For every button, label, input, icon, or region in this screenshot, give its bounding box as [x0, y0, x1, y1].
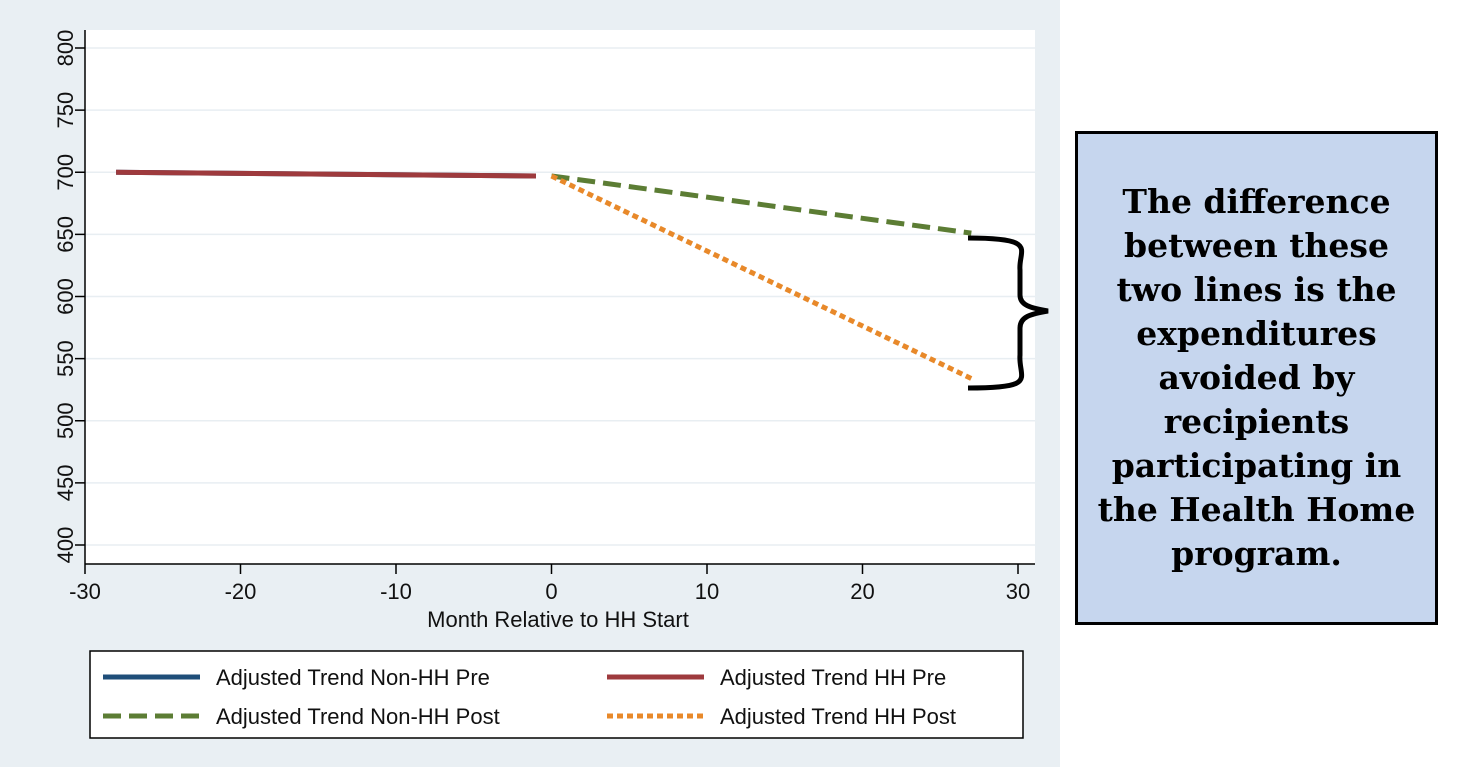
- series-lines: [116, 169, 973, 381]
- y-tick-label: 750: [53, 92, 78, 129]
- legend-label-adjusted-trend-hh-post: Adjusted Trend HH Post: [720, 704, 956, 729]
- legend-box: [89, 650, 1024, 739]
- gridlines: [85, 47, 1035, 546]
- annotation-text: The difference between these two lines i…: [1097, 182, 1416, 573]
- annotation-callout: The difference between these two lines i…: [1075, 131, 1438, 625]
- x-tick-label: 30: [1006, 579, 1030, 604]
- legend-label-adjusted-trend-hh-pre: Adjusted Trend HH Pre: [720, 665, 946, 690]
- y-tick-label: 500: [53, 402, 78, 439]
- axes: 400 450 500 550 600 650 700 750 800 -30 -20 -10 0 10 2…: [53, 30, 1035, 604]
- y-tick-label: 550: [53, 340, 78, 377]
- x-tick-label: -20: [225, 579, 257, 604]
- series-line-adjusted-trend-non-hh-post: [551, 173, 972, 236]
- legend: Adjusted Trend Non-HH Pre Adjusted Trend …: [89, 650, 1024, 739]
- x-tick-label: -30: [69, 579, 101, 604]
- x-tick-label: 20: [850, 579, 874, 604]
- x-tick-label: 0: [545, 579, 557, 604]
- x-tick-label: 10: [695, 579, 719, 604]
- y-tick-label: 450: [53, 465, 78, 502]
- legend-label-adjusted-trend-non-hh-post: Adjusted Trend Non-HH Post: [216, 704, 500, 729]
- x-tick-label: -10: [380, 579, 412, 604]
- y-tick-label: 400: [53, 527, 78, 564]
- x-axis-title: Month Relative to HH Start: [427, 607, 689, 632]
- y-tick-label: 800: [53, 30, 78, 67]
- legend-label-adjusted-trend-non-hh-pre: Adjusted Trend Non-HH Pre: [216, 665, 490, 690]
- series-line-adjusted-trend-hh-post: [550, 173, 973, 381]
- y-tick-label: 700: [53, 154, 78, 191]
- y-tick-label: 650: [53, 216, 78, 253]
- series-line-adjusted-trend-hh-pre: [116, 169, 536, 179]
- brace-annotation: [967, 235, 1049, 391]
- y-tick-label: 600: [53, 278, 78, 315]
